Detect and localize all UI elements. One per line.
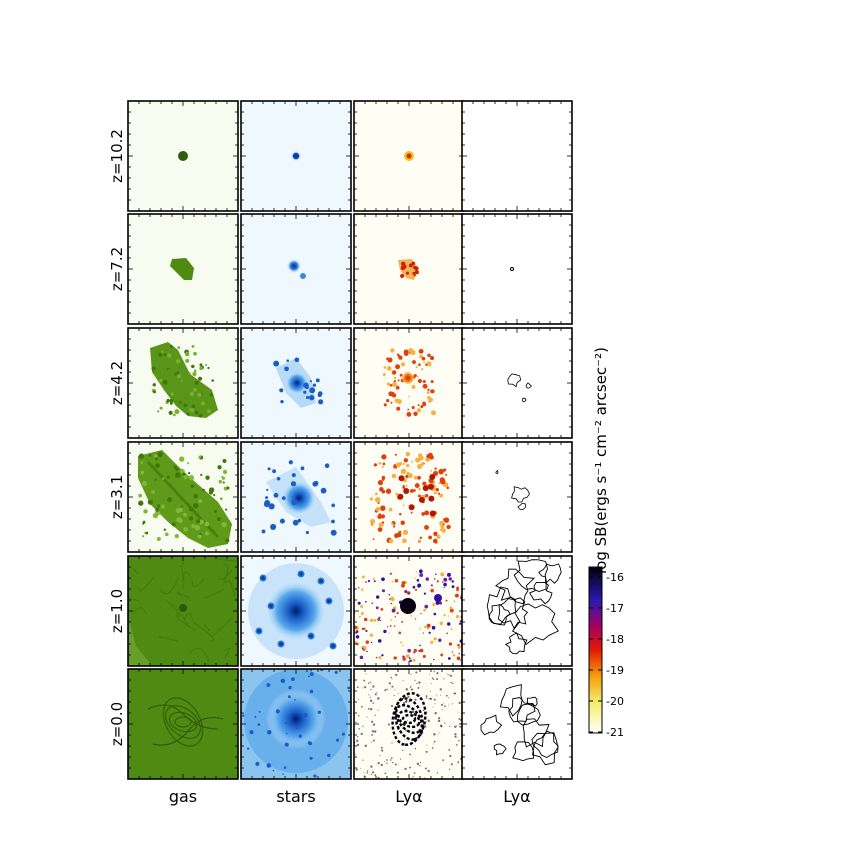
row-label: z=7.2 <box>108 247 126 291</box>
row-label: z=10.2 <box>108 129 126 183</box>
panel-gas <box>127 668 239 780</box>
colorbar: -16 -17 -18 -19 -20 -21 log SB(ergs s⁻¹ cm⁻² … <box>588 347 624 739</box>
panel-contour <box>461 327 573 439</box>
column-label: Lyα <box>395 787 422 806</box>
panel-stars <box>240 555 352 667</box>
panel-contour <box>461 213 573 325</box>
colorbar-title: log SB(ergs s⁻¹ cm⁻² arcsec⁻²) <box>592 347 610 574</box>
colorbar-tick-label: -19 <box>606 664 624 677</box>
row-label: z=4.2 <box>108 361 126 405</box>
panel-contour <box>461 100 573 212</box>
colorbar-tick-label: -18 <box>606 633 624 646</box>
panel-stars <box>240 668 352 780</box>
panel-lya <box>353 327 465 439</box>
panel-gas <box>127 213 239 325</box>
colorbar-ticks: -16 -17 -18 -19 -20 -21 <box>589 571 624 739</box>
colorbar-gradient <box>588 566 603 734</box>
panel-contour <box>461 441 573 553</box>
panel-gas <box>127 327 239 439</box>
colorbar-tick-label: -20 <box>606 695 624 708</box>
panel-gas <box>127 441 239 553</box>
panel-gas <box>127 100 239 212</box>
panel-lya <box>353 100 465 212</box>
panel-stars <box>240 213 352 325</box>
row-label: z=0.0 <box>108 702 126 746</box>
panel-gas <box>127 555 239 667</box>
column-label: gas <box>169 787 197 806</box>
panel-lya <box>353 668 465 780</box>
panel-contour <box>461 668 573 780</box>
panel-lya <box>353 555 465 667</box>
column-label: Lyα <box>503 787 530 806</box>
row-labels: z=10.2 z=7.2 z=4.2 z=3.1 z=1.0 z=0.0 <box>108 129 126 746</box>
column-labels: gas stars Lyα Lyα <box>169 787 531 806</box>
panel-stars <box>240 327 352 439</box>
panel-lya <box>353 213 465 325</box>
panel-lya <box>353 441 465 553</box>
panel-contour <box>461 555 573 667</box>
colorbar-tick-label: -17 <box>606 602 624 615</box>
row-label: z=3.1 <box>108 475 126 519</box>
colorbar-tick-label: -16 <box>606 571 624 584</box>
panel-stars <box>240 100 352 212</box>
panel-stars <box>240 441 352 553</box>
row-label: z=1.0 <box>108 589 126 633</box>
panel-grid <box>127 100 573 780</box>
colorbar-tick-label: -21 <box>606 726 624 739</box>
column-label: stars <box>276 787 315 806</box>
